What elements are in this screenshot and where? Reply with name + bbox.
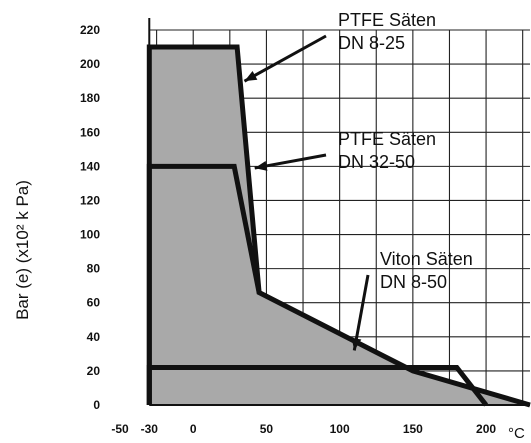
y-tick-label: 40 (87, 330, 101, 344)
x-tick-label: -50 (111, 422, 129, 436)
y-tick-label: 120 (80, 193, 100, 207)
annotation-arrow (352, 274, 370, 351)
y-tick-label: 200 (80, 57, 100, 71)
x-tick-label: 100 (330, 422, 350, 436)
x-tick-label: 0 (190, 422, 197, 436)
annotation-label: DN 8-25 (338, 33, 405, 53)
y-tick-labels: 0 20 40 60 80 100 120 140 160 180 200 220 (80, 23, 100, 412)
annotation-label: DN 8-50 (380, 272, 447, 292)
y-tick-label: 220 (80, 23, 100, 37)
annotation-arrow (243, 34, 327, 83)
x-axis-unit: °C (508, 425, 525, 442)
annotation-arrowhead (351, 337, 362, 351)
axes (148, 18, 530, 406)
annotation-arrowhead (254, 160, 268, 171)
y-tick-label: 180 (80, 91, 100, 105)
x-tick-label: 150 (403, 422, 423, 436)
y-tick-label: 0 (93, 398, 100, 412)
x-tick-label: 200 (476, 422, 496, 436)
annotation-arrow (254, 153, 327, 170)
y-tick-label: 60 (87, 296, 101, 310)
y-tick-label: 80 (87, 262, 101, 276)
x-tick-label: 50 (260, 422, 274, 436)
annotation-label: PTFE Säten (338, 10, 436, 30)
annotations: PTFE Säten DN 8-25 PTFE Säten DN 32-50 Viton… (243, 10, 473, 351)
annotation-arrowhead (244, 70, 258, 82)
x-tick-labels: -50 -30 0 50 100 150 200 (111, 422, 496, 436)
annotation-label: DN 32-50 (338, 152, 415, 172)
x-tick-label: -30 (141, 422, 159, 436)
y-tick-label: 160 (80, 125, 100, 139)
y-tick-label: 20 (87, 364, 101, 378)
y-tick-label: 140 (80, 159, 100, 173)
annotation-label: PTFE Säten (338, 129, 436, 149)
y-tick-label: 100 (80, 228, 100, 242)
y-axis-label: Bar (e) (x10² k Pa) (13, 180, 32, 320)
annotation-label: Viton Säten (380, 249, 473, 269)
